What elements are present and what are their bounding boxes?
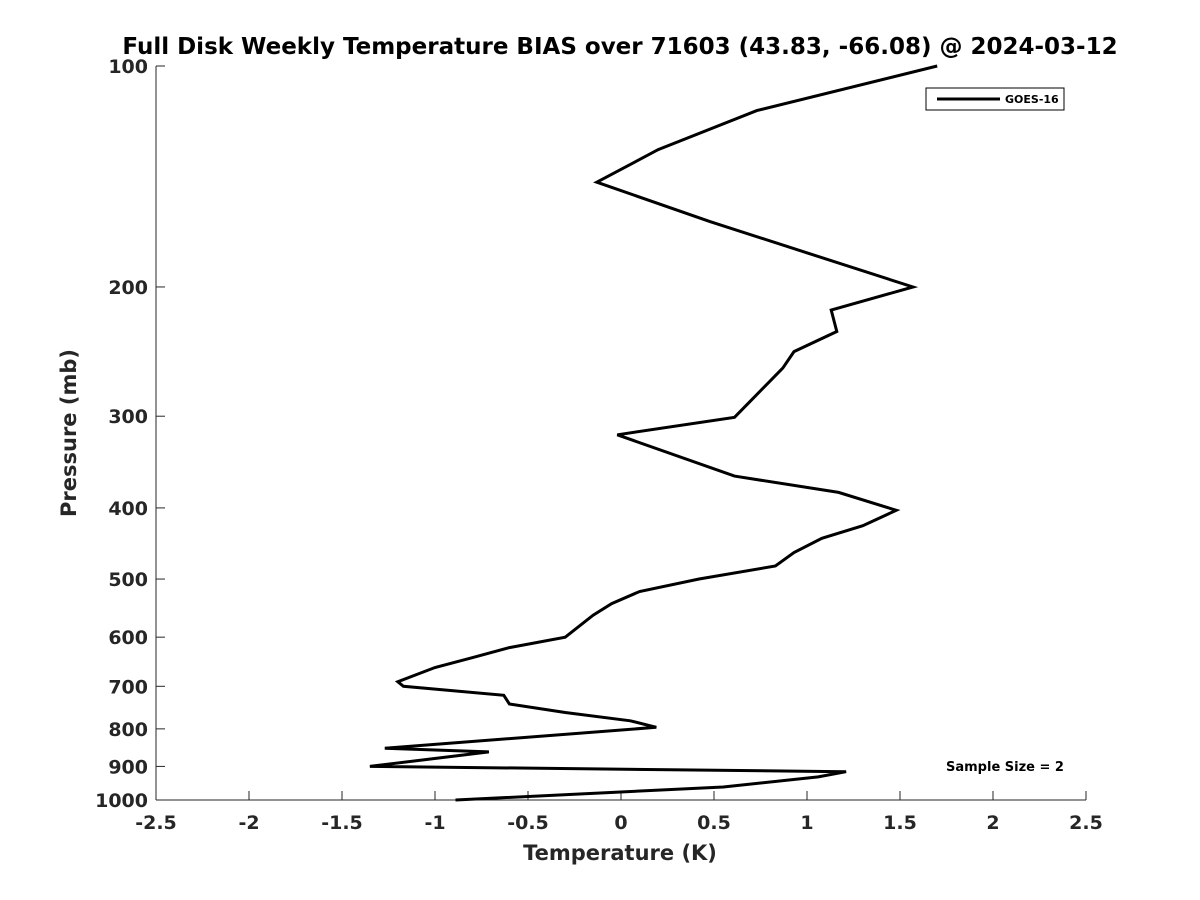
x-axis-label: Temperature (K): [523, 841, 717, 865]
y-tick-label: 1000: [95, 790, 148, 812]
y-tick-label: 100: [108, 56, 148, 78]
x-tick-label: -1.5: [321, 812, 363, 834]
y-axis-ticks: 100 200 300 400 500 600 700 800 900 1000: [95, 56, 165, 812]
y-tick-label: 700: [108, 676, 148, 698]
x-tick-label: 1: [800, 812, 813, 834]
legend-label-goes-16: GOES-16: [1005, 93, 1059, 106]
legend: GOES-16: [925, 87, 1065, 111]
y-tick-label: 200: [108, 277, 148, 299]
x-tick-label: -0.5: [507, 812, 549, 834]
series-line-goes-16: [369, 64, 938, 802]
x-tick-label: -2: [238, 812, 259, 834]
y-tick-label: 600: [108, 627, 148, 649]
y-tick-label: 900: [108, 756, 148, 778]
chart-title: Full Disk Weekly Temperature BIAS over 7…: [122, 34, 1117, 60]
x-axis-ticks: -2.5 -2 -1.5 -1 -0.5 0 0.5 1 1.5 2 2.5: [135, 791, 1103, 834]
x-tick-label: 2.5: [1069, 812, 1103, 834]
x-tick-label: -1: [424, 812, 445, 834]
y-tick-label: 400: [108, 498, 148, 520]
y-tick-label: 500: [108, 569, 148, 591]
x-tick-label: 1.5: [883, 812, 917, 834]
sample-size-annotation: Sample Size = 2: [946, 760, 1064, 775]
y-axis-label: Pressure (mb): [57, 349, 81, 517]
x-tick-label: 0.5: [697, 812, 731, 834]
y-tick-label: 300: [108, 406, 148, 428]
x-tick-label: 0: [614, 812, 627, 834]
x-tick-label: -2.5: [135, 812, 177, 834]
x-tick-label: 2: [986, 812, 999, 834]
y-tick-label: 800: [108, 719, 148, 741]
series-layer: [369, 64, 938, 802]
